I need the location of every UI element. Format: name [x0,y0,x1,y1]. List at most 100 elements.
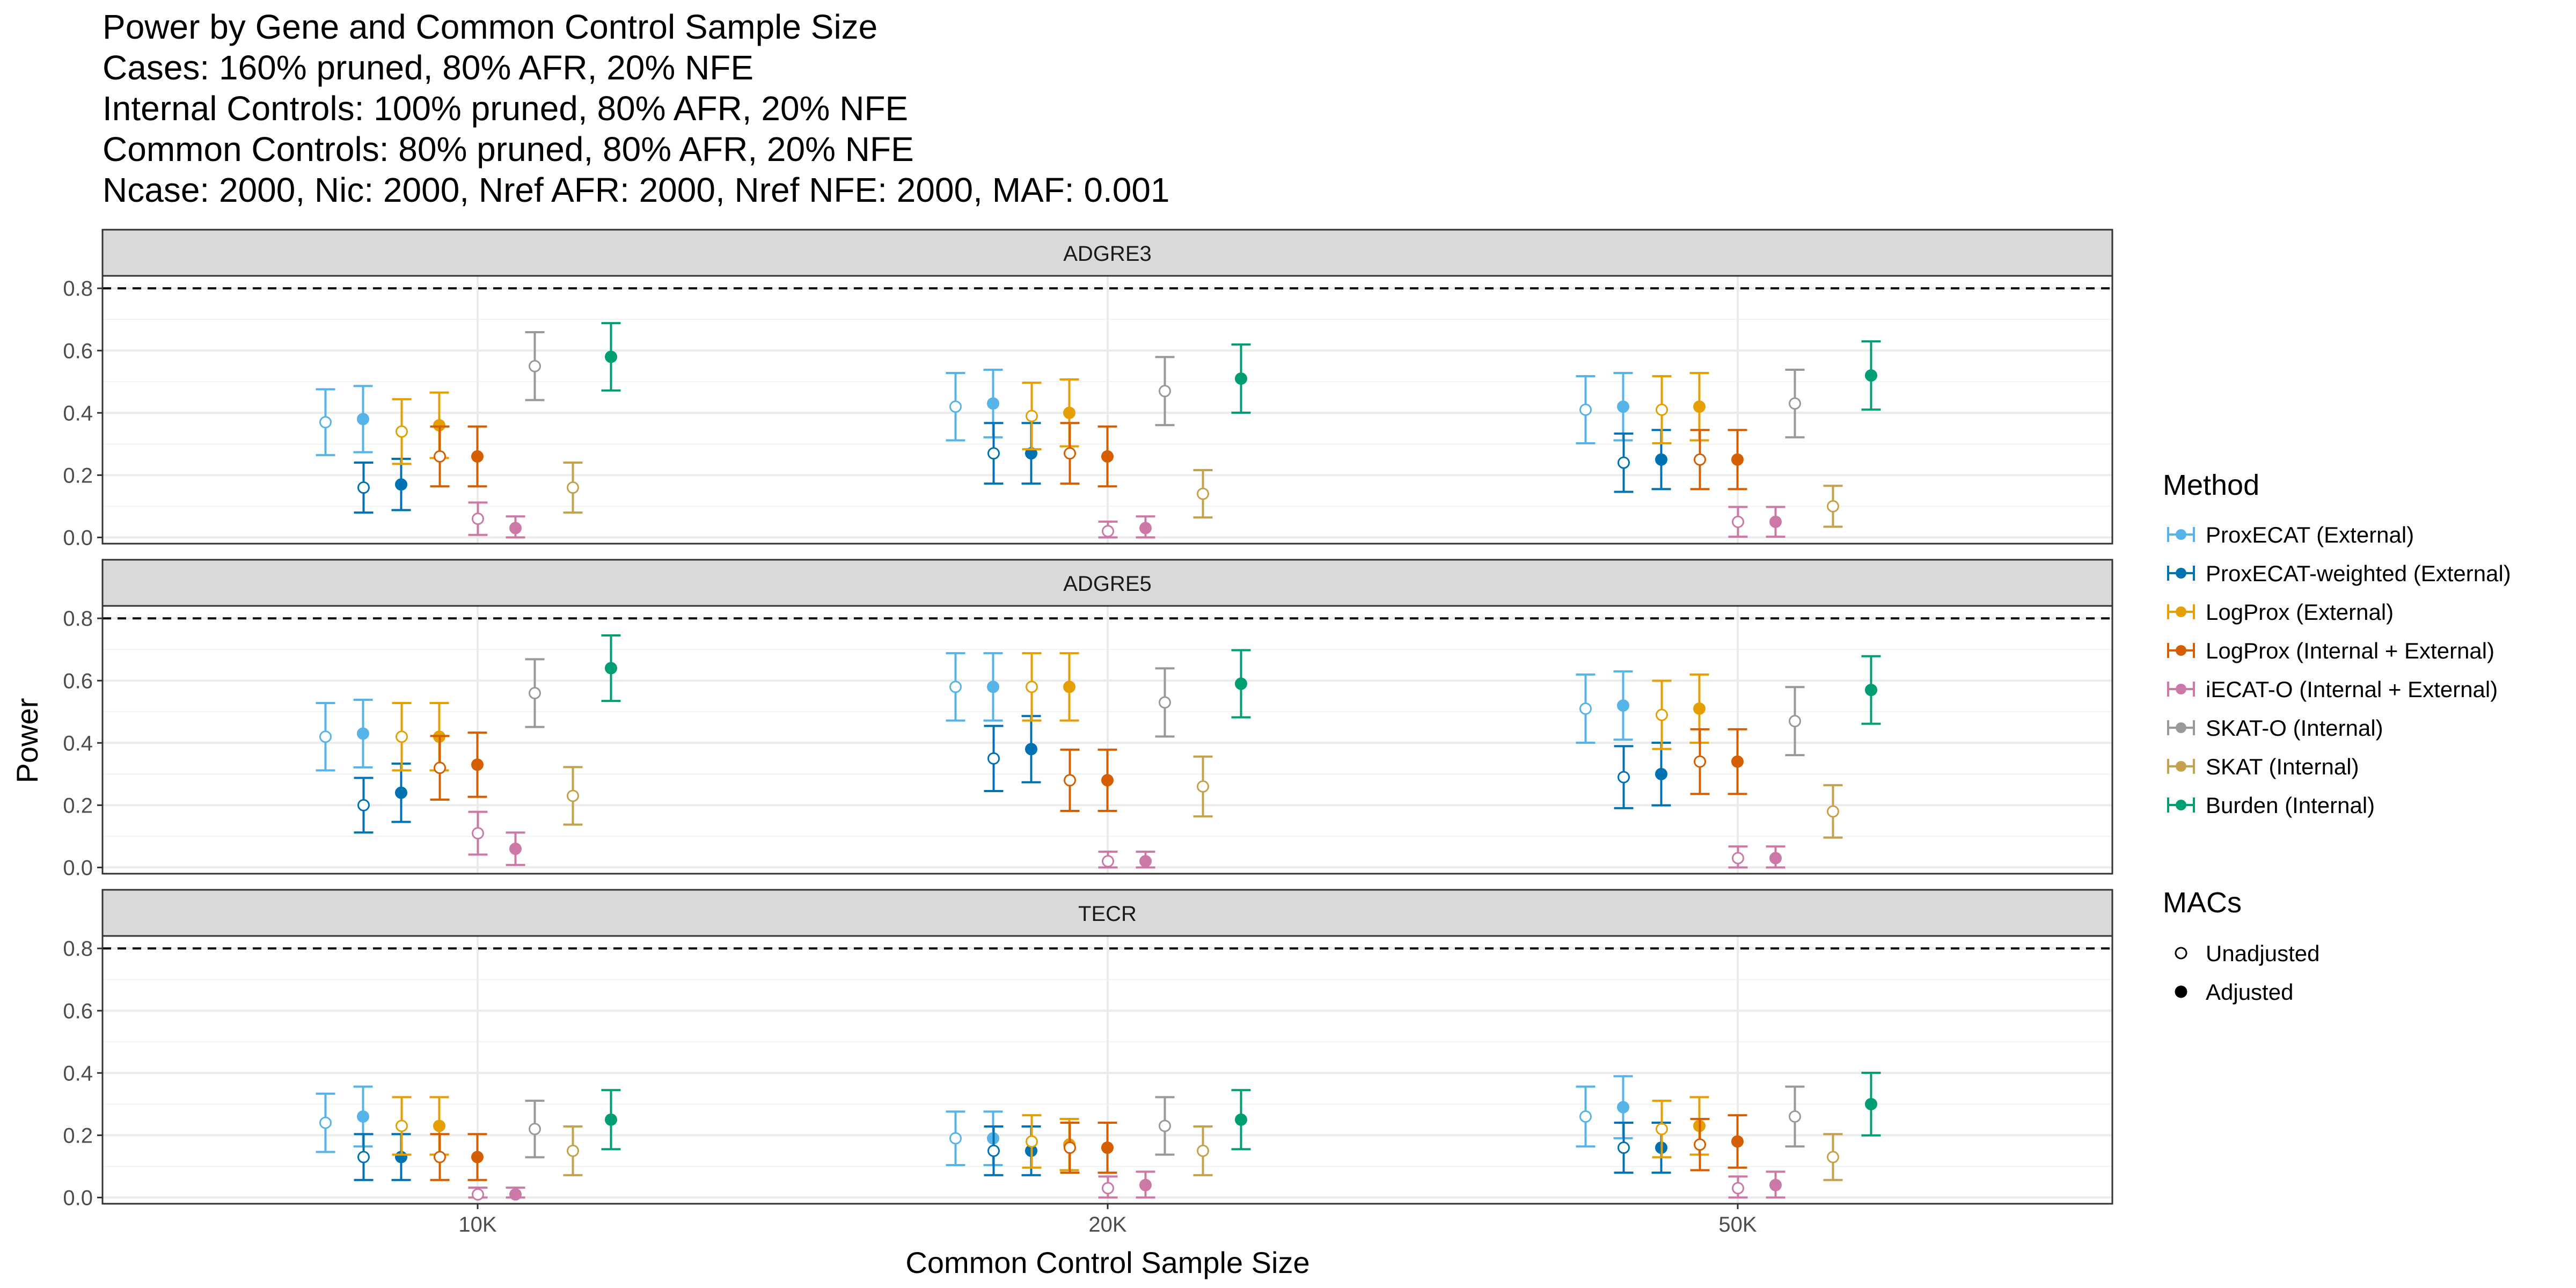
point-unadjusted [435,763,445,773]
panel-adgre5: ADGRE50.00.20.40.60.8 [63,560,2112,880]
point-unadjusted [1065,775,1075,786]
point-unadjusted [1695,1139,1706,1150]
point-adjusted [1656,769,1667,779]
point-adjusted [472,759,483,770]
legend-label: Unadjusted [2206,941,2319,966]
point-unadjusted [1657,405,1667,415]
strip-label: ADGRE3 [1063,242,1152,266]
legend-label: ProxECAT-weighted (External) [2206,561,2511,586]
point-adjusted [1732,454,1743,465]
point-unadjusted [1065,1143,1075,1153]
legend-method-items: ProxECAT (External) ProxECAT-weighted (Ex… [2168,522,2511,818]
point-unadjusted [1733,853,1744,863]
point-adjusted [358,728,369,739]
point-adjusted [606,352,617,362]
legend-key-point [2176,529,2186,540]
point-unadjusted [530,361,540,371]
y-tick-label: 0.6 [63,669,93,693]
point-adjusted [1140,1180,1151,1190]
point-unadjusted [1160,697,1170,708]
point-unadjusted [1657,1124,1667,1135]
point-adjusted [358,414,369,425]
legend-label: Burden (Internal) [2206,793,2375,818]
strip-label: TECR [1078,902,1137,926]
x-tick-label: 10K [458,1213,496,1236]
point-adjusted [358,1111,369,1122]
point-unadjusted [473,1189,484,1200]
point-unadjusted [1198,1145,1209,1156]
point-unadjusted [1198,488,1209,499]
legend-label: LogProx (Internal + External) [2206,638,2494,663]
point-unadjusted [1580,1111,1591,1122]
point-unadjusted [1828,1152,1839,1162]
legend-key-point [2176,800,2186,810]
point-unadjusted [435,451,445,462]
x-axis-title: Common Control Sample Size [905,1246,1309,1279]
point-unadjusted [1027,411,1037,421]
point-unadjusted [1733,1183,1744,1194]
point-unadjusted [1160,1121,1170,1131]
point-unadjusted [358,1152,369,1162]
legend-label: SKAT (Internal) [2206,754,2359,779]
legend-key-unadjusted [2176,948,2186,958]
point-unadjusted [320,417,331,428]
point-unadjusted [950,401,961,412]
point-adjusted [606,1114,617,1125]
point-unadjusted [1695,756,1706,767]
point-unadjusted [1065,448,1075,459]
legend-title-method: Method [2163,469,2259,501]
point-unadjusted [1103,856,1114,867]
point-adjusted [1732,756,1743,767]
point-adjusted [1732,1136,1743,1147]
legend-key-point [2176,722,2186,733]
point-adjusted [1140,523,1151,533]
point-adjusted [1618,1102,1629,1113]
point-unadjusted [1619,772,1629,782]
point-unadjusted [358,482,369,493]
legend-item-proxecat-external: ProxECAT (External) [2168,522,2414,547]
x-axis: 10K 20K 50K [458,1204,1757,1236]
legend-item-adjusted: Adjusted [2176,979,2293,1005]
point-unadjusted [1828,501,1839,511]
legend-key-point [2176,761,2186,772]
point-unadjusted [397,731,407,742]
legend-item-logprox-external: LogProx (External) [2168,599,2394,625]
point-adjusted [1064,682,1075,692]
title-line-1: Power by Gene and Common Control Sample … [103,8,877,46]
legend-item-proxecat-weighted-external: ProxECAT-weighted (External) [2168,561,2511,586]
y-tick-label: 0.4 [63,1062,93,1085]
panel-adgre3: ADGRE30.00.20.40.60.8 [63,230,2112,550]
legend-label: SKAT-O (Internal) [2206,715,2383,741]
y-tick-label: 0.2 [63,794,93,817]
legend-item-unadjusted: Unadjusted [2176,941,2319,966]
point-adjusted [606,663,617,674]
point-unadjusted [1198,781,1209,792]
point-unadjusted [1695,454,1706,465]
y-axis-title: Power [10,698,44,784]
point-unadjusted [950,1133,961,1144]
point-adjusted [1140,856,1151,867]
point-adjusted [472,451,483,462]
point-unadjusted [1790,1111,1801,1122]
point-adjusted [1866,1099,1877,1109]
y-tick-label: 0.0 [63,1186,93,1210]
y-tick-label: 0.6 [63,999,93,1023]
x-tick-label: 20K [1088,1213,1126,1236]
point-adjusted [1236,373,1247,384]
legend-macs-items: Unadjusted Adjusted [2176,941,2319,1005]
y-tick-label: 0.2 [63,464,93,487]
point-unadjusted [320,1117,331,1128]
y-tick-label: 0.2 [63,1124,93,1147]
legend-item-skat-o-internal: SKAT-O (Internal) [2168,715,2383,741]
y-tick-label: 0.4 [63,731,93,755]
point-adjusted [472,1152,483,1162]
chart-title: Power by Gene and Common Control Sample … [103,8,1170,209]
point-unadjusted [1619,1143,1629,1153]
point-unadjusted [320,731,331,742]
legend-item-iecat-o-internal-external: iECAT-O (Internal + External) [2168,677,2498,702]
legend-key-point [2176,606,2186,617]
point-adjusted [1770,516,1781,527]
y-tick-label: 0.0 [63,856,93,880]
legend-item-logprox-internal-external: LogProx (Internal + External) [2168,638,2494,663]
legend-key-adjusted [2176,986,2186,997]
